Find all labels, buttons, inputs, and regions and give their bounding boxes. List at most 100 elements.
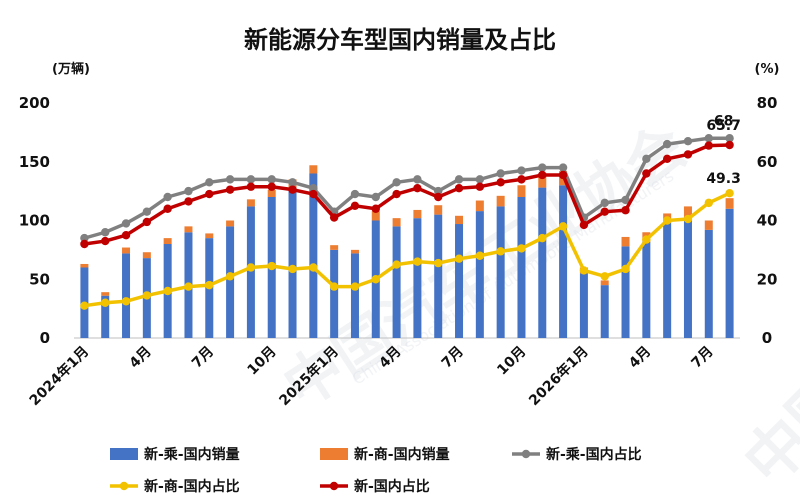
right-axis-tick-label: 80	[757, 94, 778, 112]
line-commercial-share-point	[80, 301, 89, 310]
bar-passenger-sales	[538, 187, 547, 338]
bar-passenger-sales	[434, 214, 443, 338]
line-commercial-share-point	[392, 260, 401, 269]
left-axis-tick-label: 200	[19, 94, 50, 112]
line-passenger-share-point	[725, 134, 734, 143]
bar-commercial-sales	[413, 209, 422, 219]
line-passenger-share-point	[288, 178, 297, 187]
line-total-share-point	[80, 239, 89, 249]
line-commercial-share-data-label: 49.3	[706, 171, 741, 187]
bar-commercial-sales	[538, 174, 547, 188]
line-total-share-point	[475, 182, 485, 191]
bar-commercial-sales	[226, 220, 235, 227]
chart-title: 新能源分车型国内销量及占比	[244, 26, 556, 54]
line-passenger-share-point	[101, 228, 110, 237]
line-passenger-share-point	[267, 175, 276, 184]
x-axis-tick-label: 7月	[189, 344, 217, 372]
line-commercial-share-point	[475, 251, 485, 260]
line-commercial-share-point	[371, 275, 380, 284]
bar-commercial-sales	[725, 198, 734, 209]
line-total-share-point	[517, 175, 526, 184]
bar-passenger-sales	[350, 253, 359, 338]
line-total-share-point	[662, 154, 672, 164]
bar-passenger-sales	[455, 224, 464, 338]
line-passenger-share-point	[642, 154, 651, 164]
line-total-share-point	[600, 207, 609, 216]
line-commercial-share-point	[413, 257, 422, 266]
line-passenger-share-point	[517, 166, 526, 175]
line-passenger-share-point	[538, 163, 547, 172]
line-commercial-share-point	[267, 261, 276, 271]
bar-commercial-sales	[142, 252, 151, 259]
bar-passenger-sales	[392, 226, 401, 338]
line-total-share-point	[434, 192, 443, 202]
bar-passenger-sales	[496, 206, 505, 338]
line-total-share-point	[184, 197, 193, 206]
x-axis-tick-label: 2026年1月	[525, 343, 591, 409]
line-total-share-point	[205, 189, 214, 199]
legend-label: 新-商-国内占比	[144, 478, 240, 495]
line-commercial-share-point	[683, 214, 693, 224]
bar-passenger-sales	[621, 246, 630, 338]
bar-commercial-sales	[600, 280, 609, 286]
line-passenger-share-point	[683, 136, 693, 146]
left-axis-ticks: 0 50 100 150 200	[19, 94, 50, 347]
bar-commercial-sales	[267, 189, 276, 197]
right-axis-tick-label: 40	[757, 212, 778, 230]
bar-passenger-sales	[330, 249, 339, 338]
line-total-share-point	[392, 189, 401, 199]
line-passenger-share-point	[371, 192, 380, 202]
line-total-share-point	[496, 178, 505, 187]
line-total-share-point	[246, 182, 256, 191]
left-axis-unit: (万辆)	[52, 61, 90, 77]
line-commercial-share-point	[142, 291, 152, 300]
line-passenger-share-point	[142, 207, 152, 216]
line-passenger-share-point	[454, 175, 464, 184]
line-total-share-point	[371, 204, 380, 213]
bar-commercial-sales	[371, 211, 380, 221]
line-total-share-data-label: 65.7	[706, 118, 741, 134]
line-passenger-share-point	[704, 134, 713, 143]
line-commercial-share-point	[517, 244, 526, 253]
left-axis-tick-label: 150	[19, 153, 50, 171]
bar-passenger-sales	[246, 206, 255, 338]
line-commercial-share-point	[309, 263, 318, 272]
legend-swatch-marker	[329, 481, 339, 491]
line-total-share-point	[454, 183, 464, 193]
line-passenger-share-point	[80, 233, 89, 243]
legend-label: 新-国内占比	[354, 478, 430, 495]
bar-passenger-sales	[475, 211, 484, 338]
line-total-share-point	[725, 140, 734, 150]
bar-commercial-sales	[350, 249, 359, 254]
right-axis-unit: (%)	[755, 62, 780, 77]
bar-commercial-sales	[122, 247, 131, 254]
line-total-share-point	[163, 204, 172, 213]
left-axis-tick-label: 100	[19, 212, 50, 230]
line-passenger-share-point	[558, 163, 568, 172]
line-passenger-share-point	[205, 178, 214, 187]
bar-passenger-sales	[725, 208, 734, 338]
bar-commercial-sales	[517, 185, 526, 197]
bar-commercial-sales	[184, 226, 193, 233]
bar-commercial-sales	[309, 165, 318, 174]
line-commercial-share-point	[184, 282, 193, 291]
bar-passenger-sales	[642, 241, 651, 338]
line-total-share-point	[101, 236, 110, 246]
bar-passenger-sales	[122, 253, 131, 338]
line-total-share-point	[142, 217, 152, 227]
line-commercial-share-point	[205, 280, 214, 290]
bar-commercial-sales	[683, 206, 692, 217]
bar-passenger-sales	[600, 285, 609, 338]
line-commercial-share-point	[662, 216, 672, 225]
line-commercial-share-point	[600, 272, 609, 281]
line-passenger-share-point	[309, 183, 318, 193]
line-passenger-share-point	[434, 186, 443, 196]
bar-passenger-sales	[579, 273, 588, 338]
line-total-share-point	[225, 185, 235, 194]
line-total-share-point	[329, 213, 339, 222]
legend-label: 新-乘-国内占比	[546, 446, 642, 463]
x-axis-tick-label: 10月	[494, 344, 529, 379]
bar-passenger-sales	[704, 229, 713, 338]
line-total-share-point	[413, 183, 422, 193]
